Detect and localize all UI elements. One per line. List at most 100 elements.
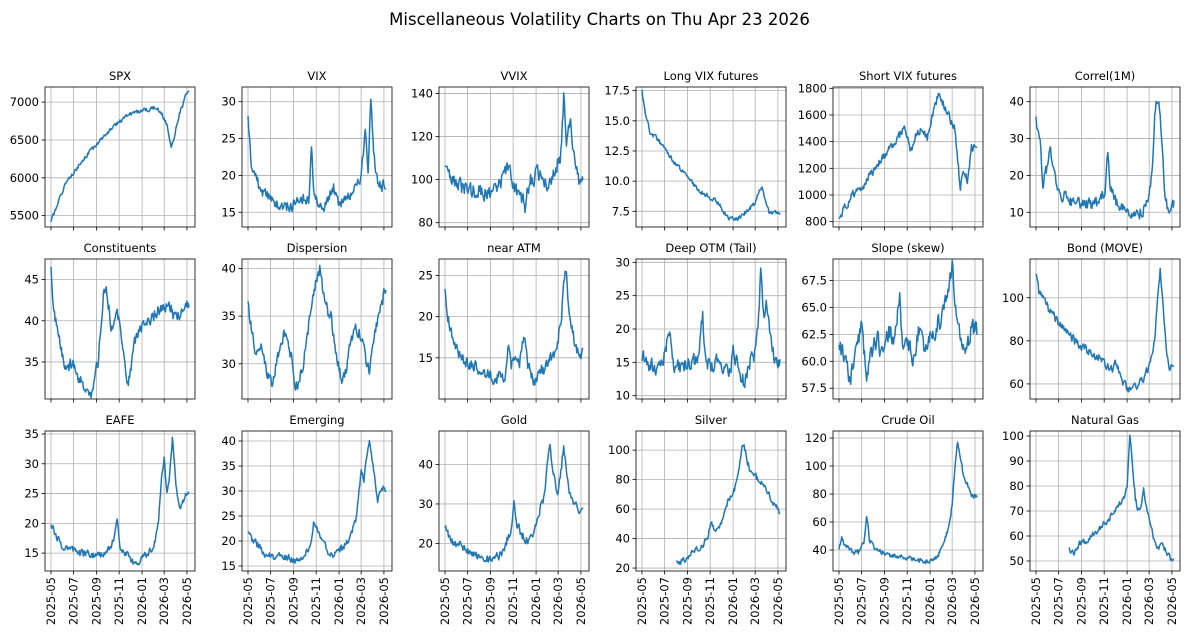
chart-panel-short-vix-futures: 800 1000 1200 1400 1600 1800 Short VIX futures	[798, 69, 984, 231]
y-tick-label: 1800	[798, 81, 827, 95]
axes-frame	[44, 430, 196, 572]
y-tick-label: 50	[1009, 554, 1024, 568]
panel-title: Bond (MOVE)	[1067, 241, 1143, 255]
x-tick-label: 2026-05	[574, 577, 588, 625]
panel-title: near ATM	[487, 241, 541, 255]
chart-panel-vix: 15 20 25 30 VIX	[221, 69, 393, 231]
panel-title: Short VIX futures	[859, 69, 957, 83]
chart-panel-emerging: 15 20 25 30 35 40 2025-05 2025-07 2025-09 2025-11…	[221, 413, 393, 625]
axes-frame	[438, 86, 590, 228]
x-tick-label: 2025-07	[67, 577, 81, 625]
y-tick-label: 100	[1002, 429, 1024, 443]
y-tick-label: 1000	[798, 188, 827, 202]
y-tick-label: 10	[615, 389, 630, 403]
x-tick-label: 2026-01	[135, 577, 149, 625]
x-tick-label: 2025-11	[703, 577, 717, 625]
axes-frame	[44, 258, 196, 400]
y-tick-label: 15	[221, 205, 236, 219]
y-tick-label: 35	[24, 427, 39, 441]
axes-frame	[44, 86, 196, 228]
chart-panel-gold: 20 30 40 2025-05 2025-07 2025-09 2025-11 2026-0…	[418, 413, 590, 625]
x-tick-label: 2025-07	[658, 577, 672, 625]
y-tick-label: 25	[615, 289, 630, 303]
y-tick-label: 30	[221, 95, 236, 109]
x-tick-label: 2025-05	[635, 577, 649, 625]
panel-title: SPX	[109, 69, 131, 83]
y-tick-label: 6000	[10, 171, 39, 185]
y-tick-label: 62.5	[801, 327, 827, 341]
y-tick-label: 15	[221, 559, 236, 573]
y-tick-label: 20	[418, 536, 433, 550]
x-tick-label: 2025-09	[1075, 577, 1089, 625]
series-line	[675, 444, 781, 566]
x-tick-label: 2026-03	[551, 577, 565, 625]
y-tick-label: 140	[411, 86, 433, 100]
series-line	[1035, 100, 1175, 220]
y-tick-label: 90	[1009, 454, 1024, 468]
chart-grid: 5500 6000 6500 7000 SPX 15 20 25 30 VIX 80 100 120 14…	[10, 69, 1181, 625]
x-tick-label: 2026-05	[771, 577, 785, 625]
x-tick-label: 2025-05	[241, 577, 255, 625]
axes-frame	[438, 430, 590, 572]
y-tick-label: 40	[221, 262, 236, 276]
chart-panel-near-atm: 15 20 25 near ATM	[418, 241, 590, 403]
y-tick-label: 100	[1002, 291, 1024, 305]
series-line	[838, 92, 978, 219]
x-tick-label: 2026-05	[1165, 577, 1179, 625]
y-tick-label: 60	[1009, 377, 1024, 391]
chart-panel-crude-oil: 40 60 80 100 120 2025-05 2025-07 2025-09 2025-11…	[805, 413, 984, 625]
y-tick-label: 40	[615, 532, 630, 546]
axes-frame	[832, 258, 984, 400]
y-tick-label: 57.5	[801, 381, 827, 395]
x-tick-label: 2025-11	[309, 577, 323, 625]
series-line	[1068, 434, 1175, 562]
y-tick-label: 5500	[10, 209, 39, 223]
y-tick-label: 12.5	[604, 144, 630, 158]
y-tick-label: 800	[805, 215, 827, 229]
panel-title: VIX	[307, 69, 326, 83]
x-tick-label: 2025-09	[484, 577, 498, 625]
x-tick-label: 2026-03	[945, 577, 959, 625]
y-tick-label: 120	[805, 431, 827, 445]
y-tick-label: 40	[812, 543, 827, 557]
axes-frame	[241, 258, 393, 400]
axes-frame	[832, 430, 984, 572]
y-tick-label: 80	[812, 487, 827, 501]
chart-panel-spx: 5500 6000 6500 7000 SPX	[10, 69, 196, 231]
y-tick-label: 20	[615, 322, 630, 336]
panel-title: Deep OTM (Tail)	[665, 241, 756, 255]
panel-title: VVIX	[500, 69, 527, 83]
series-line	[50, 90, 190, 222]
panel-title: Natural Gas	[1071, 413, 1139, 427]
y-tick-label: 67.5	[801, 274, 827, 288]
axes-frame	[832, 86, 984, 228]
y-tick-label: 1200	[798, 161, 827, 175]
y-tick-label: 35	[221, 309, 236, 323]
y-tick-label: 20	[221, 168, 236, 182]
panel-title: Crude Oil	[881, 413, 935, 427]
series-line	[247, 98, 387, 213]
x-tick-label: 2026-01	[923, 577, 937, 625]
y-tick-label: 30	[221, 357, 236, 371]
y-tick-label: 60	[1009, 529, 1024, 543]
x-tick-label: 2026-01	[529, 577, 543, 625]
chart-panel-correl-1m: 10 20 30 40 Correl(1M)	[1009, 69, 1181, 231]
y-tick-label: 7000	[10, 95, 39, 109]
y-tick-label: 30	[615, 255, 630, 269]
x-tick-label: 2026-03	[1142, 577, 1156, 625]
axes-frame	[241, 86, 393, 228]
series-line	[838, 441, 978, 565]
series-line	[641, 89, 781, 222]
y-tick-label: 30	[24, 457, 39, 471]
y-tick-label: 20	[615, 561, 630, 575]
chart-panel-silver: 20 40 60 80 100 2025-05 2025-07 2025-09 2025-11 2…	[608, 413, 787, 625]
panel-title: Long VIX futures	[664, 69, 759, 83]
chart-panel-eafe: 15 20 25 30 35 2025-05 2025-07 2025-09 2025-11 20…	[24, 413, 196, 625]
chart-panel-long-vix-futures: 7.5 10.0 12.5 15.0 17.5 Long VIX futures	[604, 69, 787, 231]
y-tick-label: 15.0	[604, 114, 630, 128]
y-tick-label: 17.5	[604, 84, 630, 98]
y-tick-label: 25	[24, 487, 39, 501]
y-tick-label: 65.0	[801, 300, 827, 314]
chart-panel-constituents: 35 40 45 Constituents	[24, 241, 196, 403]
y-tick-label: 15	[418, 351, 433, 365]
